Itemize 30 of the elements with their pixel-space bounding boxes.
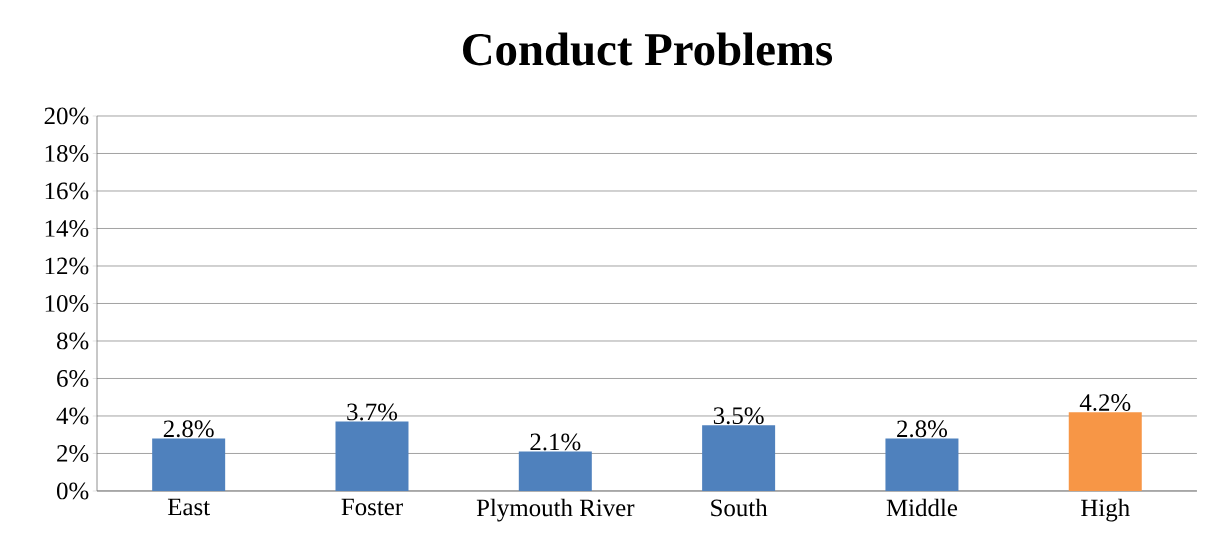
y-tick-label: 20% <box>44 107 89 125</box>
bar <box>885 438 959 491</box>
chart-title: Conduct Problems <box>463 32 833 66</box>
y-tick-label: 12% <box>45 257 89 275</box>
y-tick-label: 16% <box>45 182 89 200</box>
y-tick-label: 6% <box>57 370 89 387</box>
data-label: 4.2% <box>1079 394 1131 412</box>
bar <box>518 451 592 491</box>
x-tick-label: East <box>167 498 210 516</box>
x-tick-label: Middle <box>886 498 958 517</box>
x-tick-label: High <box>1081 498 1130 522</box>
y-tick-label: 10% <box>45 295 89 312</box>
x-tick-label: Plymouth River <box>476 498 635 522</box>
bar <box>152 438 226 491</box>
y-tick-label: 2% <box>57 445 89 462</box>
data-label: 3.7% <box>347 403 398 421</box>
data-label: 3.5% <box>713 407 764 425</box>
data-label: 2.8% <box>897 420 948 438</box>
y-tick-label: 4% <box>56 407 89 425</box>
bar <box>702 425 776 491</box>
x-tick-label: South <box>711 498 768 517</box>
bar <box>1068 412 1142 491</box>
y-tick-label: 0% <box>56 482 89 500</box>
data-label: 2.8% <box>163 420 214 438</box>
y-tick-label: 8% <box>56 332 89 350</box>
x-tick-label: Foster <box>341 498 403 516</box>
data-label: 2.1% <box>530 433 581 451</box>
y-tick-label: 14% <box>45 220 89 237</box>
y-tick-label: 18% <box>45 145 89 162</box>
bar <box>335 421 409 491</box>
